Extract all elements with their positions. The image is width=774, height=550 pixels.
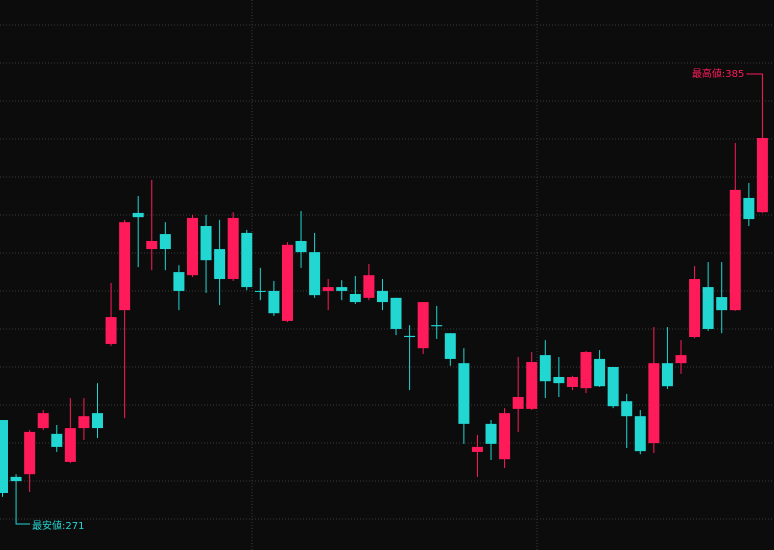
candle-body	[499, 413, 511, 460]
candle-body	[661, 363, 673, 387]
candle-body	[268, 290, 280, 314]
candle-body	[119, 222, 131, 311]
candle-body	[173, 272, 185, 291]
candle-body	[349, 294, 361, 303]
annotation-leader	[15, 518, 31, 525]
candle-body	[0, 420, 8, 494]
candle-body	[756, 138, 768, 213]
candle-body	[716, 297, 728, 311]
candle-body	[24, 431, 36, 475]
candle-body	[91, 413, 103, 429]
candle-body	[729, 189, 741, 311]
candle-body	[702, 287, 714, 329]
candle-body	[553, 376, 565, 384]
candle-body	[322, 287, 334, 291]
candle-body	[648, 363, 660, 444]
candle-body	[621, 401, 633, 417]
candle-body	[580, 352, 592, 389]
candle-body	[105, 317, 117, 344]
candle-body	[471, 446, 483, 452]
candle-body	[376, 290, 388, 303]
candle-body	[336, 287, 348, 291]
candle-body	[689, 279, 701, 338]
candle-body	[363, 275, 375, 298]
candle-body	[309, 252, 321, 296]
candle-body	[78, 416, 90, 429]
candle-body	[485, 423, 497, 444]
candle-body	[281, 244, 293, 321]
candle-body	[227, 217, 239, 280]
candle-body	[132, 212, 144, 218]
candle-body	[37, 413, 49, 429]
annotation-low: 最安値:271	[32, 519, 84, 532]
candle-body	[254, 290, 266, 292]
candle-body	[159, 234, 171, 250]
candle-body	[743, 197, 755, 220]
candle-body	[64, 428, 76, 462]
candle-body	[51, 433, 63, 447]
annotation-leader	[746, 73, 763, 80]
candle-body	[675, 355, 687, 364]
candle-body	[186, 217, 198, 276]
candle-body	[607, 367, 619, 407]
candle-body	[404, 335, 416, 338]
candle-body	[594, 358, 606, 387]
candle-body	[10, 476, 22, 482]
candle-body	[444, 333, 456, 359]
candle-body	[458, 363, 470, 424]
candle-body	[390, 297, 402, 329]
candle-body	[200, 226, 212, 261]
candle-body	[539, 355, 551, 382]
candle-body	[634, 416, 646, 452]
candle-body	[417, 302, 429, 349]
candle-body	[431, 325, 443, 327]
annotation-high: 最高値:385	[692, 67, 744, 80]
candle-body	[295, 240, 307, 253]
candle-body	[146, 240, 158, 250]
candle-body	[241, 232, 253, 288]
candle-body	[566, 376, 578, 387]
candle-body	[526, 362, 538, 409]
candle-body	[214, 249, 226, 280]
candle-body	[512, 396, 524, 409]
